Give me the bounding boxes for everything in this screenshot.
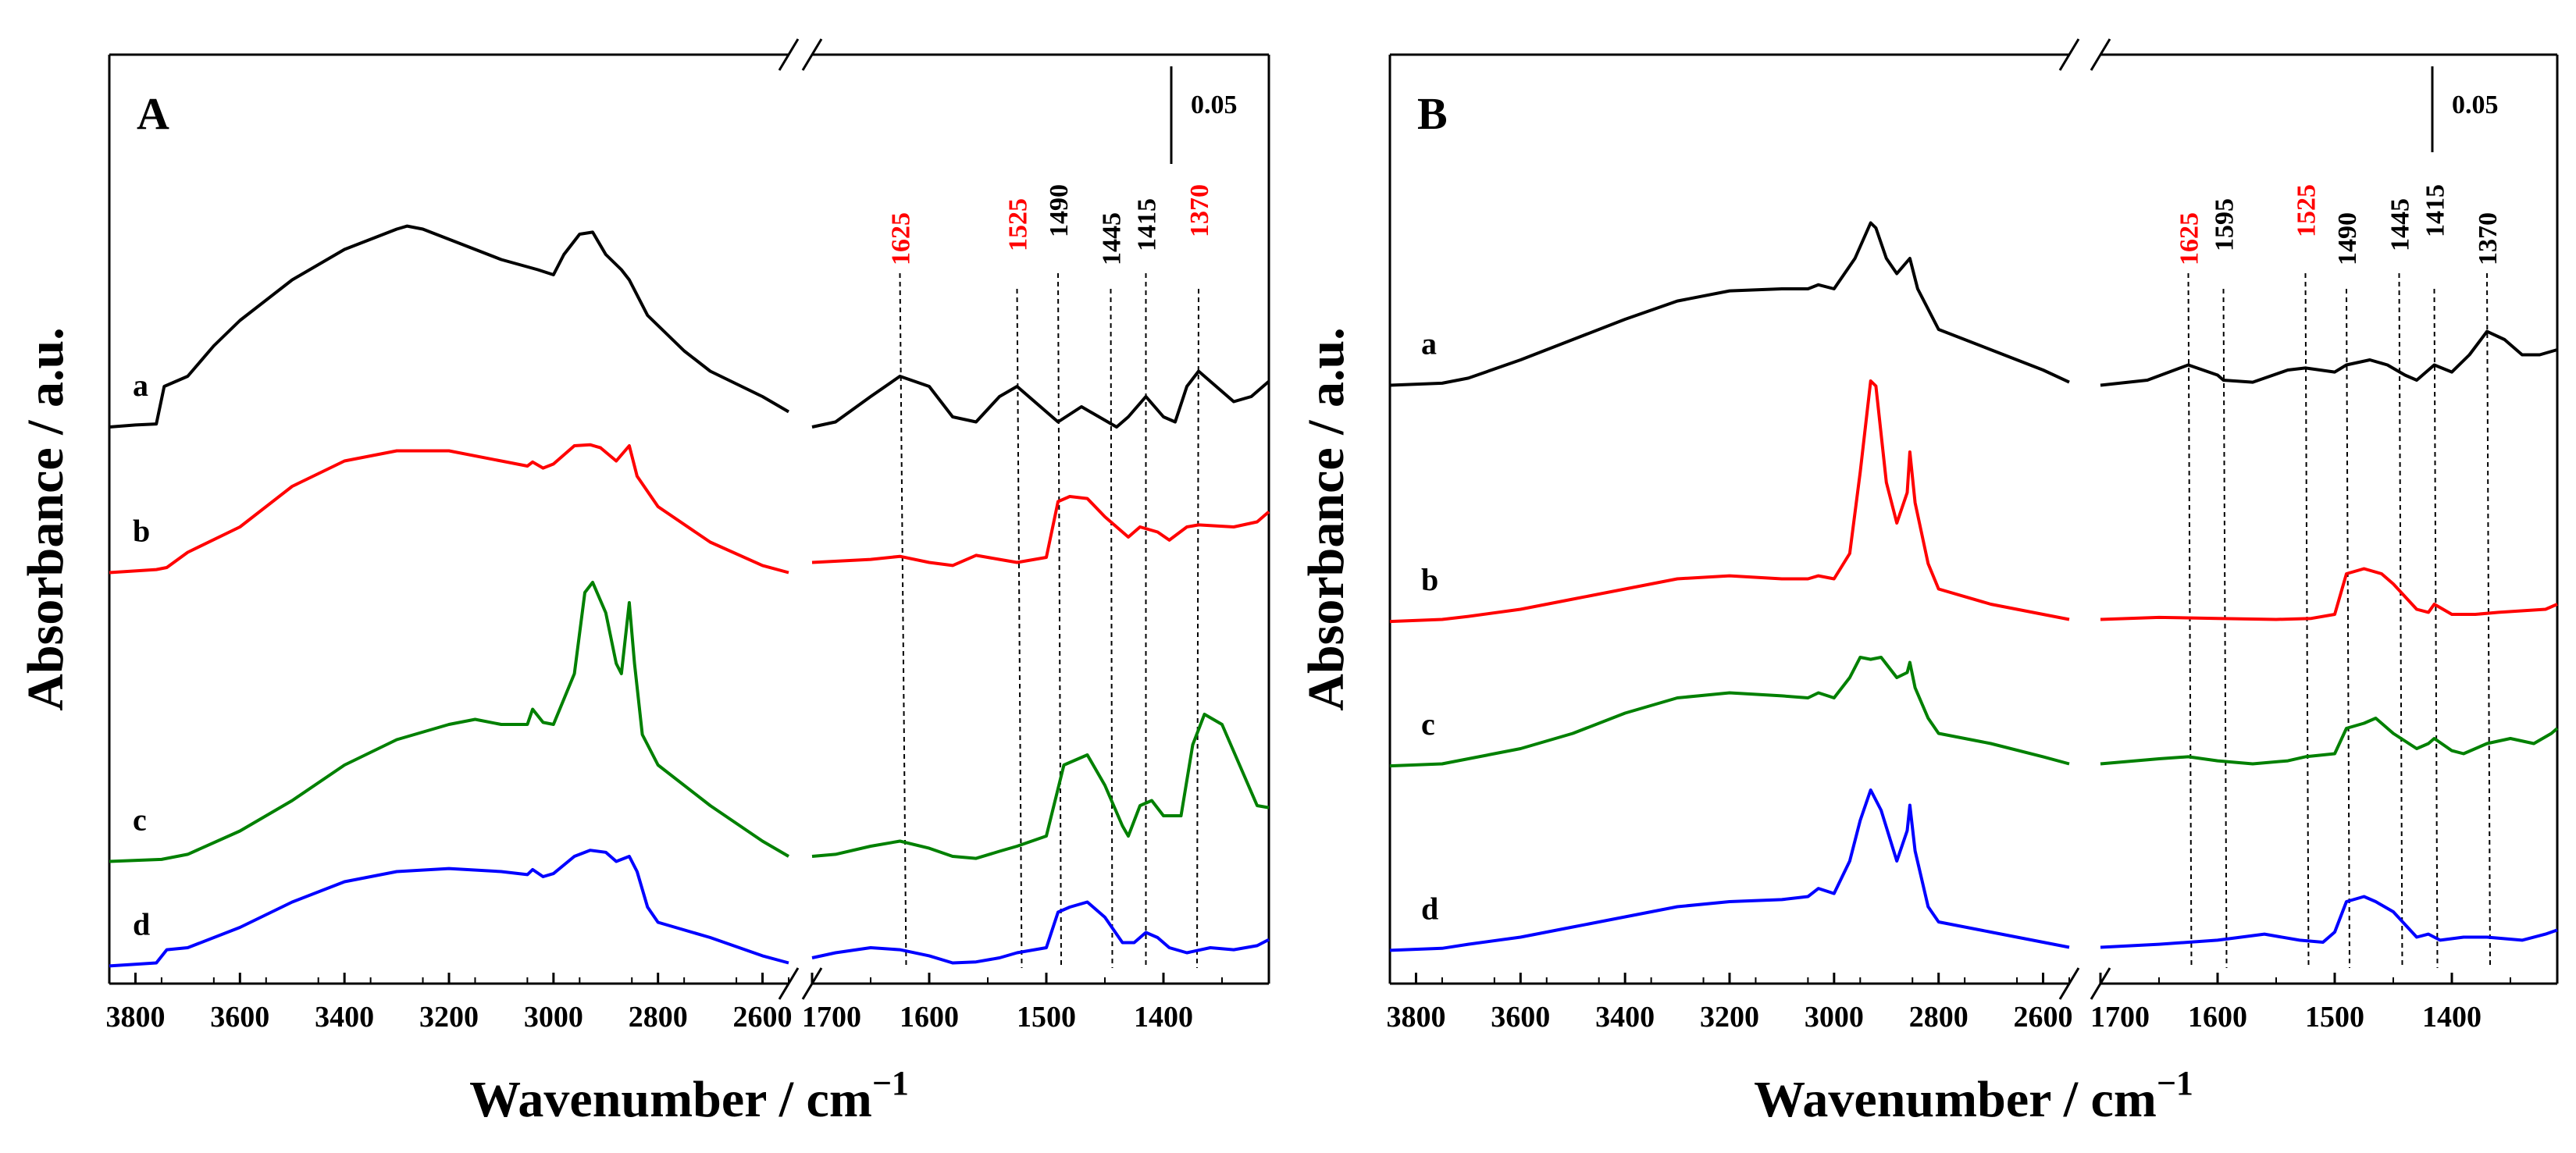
series-d-curve-left xyxy=(109,849,789,968)
series-d-curve-left xyxy=(1389,788,2070,952)
peak-label-1445: 1445 xyxy=(2386,198,2415,251)
peak-line-1370 xyxy=(2486,272,2491,969)
series-d-curve-right xyxy=(2100,895,2558,949)
x-tick-label: 1600 xyxy=(900,1001,959,1034)
peak-line-1525 xyxy=(1016,288,1023,969)
series-label-b: b xyxy=(1421,562,1438,597)
series-a-curve-right xyxy=(2100,329,2558,387)
plot-frame xyxy=(1388,38,2559,1000)
plot-frame xyxy=(108,38,1270,1000)
peak-label-1490: 1490 xyxy=(2333,212,2362,265)
peak-label-1625: 1625 xyxy=(2175,212,2204,265)
peak-line-1490 xyxy=(2346,288,2350,969)
x-tick-label: 1600 xyxy=(2188,1001,2247,1034)
series-label-b: b xyxy=(133,514,150,549)
x-tick-label: 2600 xyxy=(2014,1001,2073,1034)
peak-line-1370 xyxy=(1196,288,1199,969)
x-tick-label: 3600 xyxy=(1491,1001,1550,1034)
x-tick-label: 2800 xyxy=(629,1001,688,1034)
x-ticks: 3800 3600 3400 3200 3000 2800 2600 1700 1600 1500… xyxy=(105,973,1223,1034)
x-tick-label: 2800 xyxy=(1909,1001,1969,1034)
scale-bar-label: 0.05 xyxy=(1191,91,1238,119)
peak-line-1415 xyxy=(2433,288,2439,969)
series-a-curve-left xyxy=(109,224,790,429)
x-tick-label: 3200 xyxy=(419,1001,479,1034)
peak-label-1625: 1625 xyxy=(887,212,916,265)
x-tick-label: 1700 xyxy=(802,1001,861,1034)
peak-line-1445 xyxy=(1110,288,1113,969)
y-axis-title: Absorbance / a.u. xyxy=(17,327,74,710)
x-tick-label: 1400 xyxy=(1134,1001,1193,1034)
x-tick-label: 3600 xyxy=(210,1001,269,1034)
peak-label-1370: 1370 xyxy=(1185,184,1214,237)
peak-label-1595: 1595 xyxy=(2211,198,2239,251)
peak-label-1490: 1490 xyxy=(1045,184,1074,237)
series-b-curve-right xyxy=(811,495,1270,568)
peak-line-1595 xyxy=(2222,288,2228,969)
x-tick-label: 1700 xyxy=(2090,1001,2150,1034)
axis-break-mark xyxy=(2090,38,2111,71)
series-b-curve-left xyxy=(1389,379,2070,624)
series-c-curve-left xyxy=(109,581,790,863)
series-b-curve-right xyxy=(2100,567,2558,621)
series-c-curve-left xyxy=(1389,656,2070,768)
peak-label-1445: 1445 xyxy=(1098,212,1127,265)
x-axis-title: Wavenumber / cm−1 xyxy=(469,1064,909,1128)
x-tick-label: 1500 xyxy=(2305,1001,2364,1034)
peak-line-1625 xyxy=(899,272,907,969)
series-label-c: c xyxy=(1421,706,1435,742)
series-b-curve-left xyxy=(109,443,789,575)
axis-break-mark xyxy=(778,38,800,71)
y-axis-title: Absorbance / a.u. xyxy=(1298,327,1355,710)
series-label-d: d xyxy=(133,906,150,941)
peak-annotations: 1625 1595 1525 1490 1445 1415 1370 xyxy=(2175,184,2503,969)
series-c-curve-right xyxy=(2100,717,2559,766)
peak-label-1525: 1525 xyxy=(2293,184,2321,237)
x-tick-label: 3000 xyxy=(1805,1001,1864,1034)
x-axis-title: Wavenumber / cm−1 xyxy=(1754,1064,2193,1128)
peak-line-1490 xyxy=(1057,272,1062,969)
peak-label-1415: 1415 xyxy=(1133,198,1162,251)
chart-panel-B: 3800 3600 3400 3200 3000 2800 2600 1700 1600 1500… xyxy=(1298,38,2559,1128)
panel-label: A xyxy=(137,88,169,139)
series-label-c: c xyxy=(133,802,147,838)
series-a-curve-left xyxy=(1389,221,2070,387)
series-c-curve-right xyxy=(811,713,1270,860)
x-tick-label: 1500 xyxy=(1017,1001,1076,1034)
series-d-curve-right xyxy=(811,900,1270,965)
chart-panel-A: 3800 3600 3400 3200 3000 2800 2600 1700 1600 1500… xyxy=(17,38,1270,1128)
x-tick-label: 3800 xyxy=(1386,1001,1445,1034)
peak-label-1525: 1525 xyxy=(1004,198,1033,251)
x-tick-label: 3000 xyxy=(524,1001,583,1034)
axis-break-mark xyxy=(2058,38,2080,71)
panel-label: B xyxy=(1417,88,1448,139)
series-label-d: d xyxy=(1421,891,1438,926)
x-tick-label: 2600 xyxy=(733,1001,793,1034)
series-label-a: a xyxy=(1421,326,1437,361)
x-tick-label: 3800 xyxy=(105,1001,165,1034)
scale-bar-label: 0.05 xyxy=(2452,91,2499,119)
x-ticks: 3800 3600 3400 3200 3000 2800 2600 1700 1600 1500… xyxy=(1386,973,2511,1034)
scale-bar: 0.05 xyxy=(1170,66,1238,164)
peak-line-1625 xyxy=(2187,272,2193,969)
x-tick-label: 3200 xyxy=(1700,1001,1759,1034)
peak-label-1415: 1415 xyxy=(2421,184,2450,237)
peak-line-1525 xyxy=(2304,272,2310,969)
peak-line-1445 xyxy=(2398,272,2403,969)
peak-label-1370: 1370 xyxy=(2474,212,2503,265)
axis-break-mark xyxy=(801,38,823,71)
x-tick-label: 3400 xyxy=(1595,1001,1655,1034)
x-tick-label: 1400 xyxy=(2422,1001,2482,1034)
series-a-curve-right xyxy=(811,369,1270,429)
scale-bar: 0.05 xyxy=(2431,66,2499,152)
x-tick-label: 3400 xyxy=(315,1001,374,1034)
peak-annotations: 1625 1525 1490 1445 1415 1370 xyxy=(887,184,1214,969)
series-label-a: a xyxy=(133,368,148,403)
